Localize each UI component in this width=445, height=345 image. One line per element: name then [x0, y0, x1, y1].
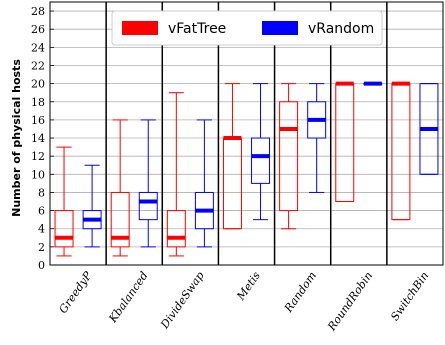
box-vRandom-Kbalanced — [138, 119, 158, 248]
x-tick-label-Random: Random — [281, 269, 319, 315]
legend-label-vFatTree: vFatTree — [168, 21, 226, 37]
x-tick-label-RoundRobin: RoundRobin — [325, 269, 376, 334]
box-iqr — [166, 210, 186, 248]
y-axis-label: Number of physical hosts — [10, 59, 23, 217]
y-tick-label-4: 4 — [38, 223, 45, 236]
legend: vFatTree vRandom — [111, 10, 383, 46]
legend-swatch-vRandom — [262, 21, 298, 35]
y-tick-label-0: 0 — [38, 259, 45, 272]
plot-frame — [49, 1, 444, 266]
box-iqr — [251, 137, 271, 184]
box-iqr — [391, 83, 411, 221]
boxes — [54, 81, 439, 257]
legend-swatch-vFatTree — [122, 21, 158, 35]
box-iqr — [279, 101, 299, 212]
box-vRandom-GreedyP — [82, 164, 102, 248]
y-tick-label-18: 18 — [31, 96, 45, 109]
y-tick-label-10: 10 — [31, 168, 45, 181]
y-tick-label-6: 6 — [38, 205, 45, 218]
box-vRandom-DivideSwap — [194, 119, 214, 248]
y-tick-label-12: 12 — [31, 150, 45, 163]
box-iqr — [335, 83, 355, 203]
x-tick-label-GreedyP: GreedyP — [57, 269, 95, 316]
box-iqr — [54, 210, 74, 248]
y-tick-label-16: 16 — [31, 114, 45, 127]
y-tick-label-20: 20 — [31, 78, 45, 91]
box-iqr — [222, 137, 242, 230]
box-vFatTree-RoundRobin — [335, 81, 355, 203]
box-vRandom-RoundRobin — [363, 81, 383, 86]
grid-lines — [50, 10, 443, 266]
y-tick-label-28: 28 — [31, 5, 45, 18]
y-tick-label-24: 24 — [31, 41, 45, 54]
x-tick-label-Metis: Metis — [234, 269, 263, 303]
x-tick-label-Kbalanced: Kbalanced — [106, 269, 151, 325]
legend-box: vFatTree vRandom — [111, 10, 383, 46]
category-separators — [105, 2, 388, 265]
y-tick-label-14: 14 — [31, 132, 45, 145]
y-tick-label-2: 2 — [38, 241, 45, 254]
box-vFatTree-Random — [279, 83, 299, 230]
y-tick-label-8: 8 — [38, 186, 45, 199]
box-vRandom-Metis — [251, 83, 271, 221]
x-tick-label-SwitchBin: SwitchBin — [388, 269, 431, 323]
box-vFatTree-Kbalanced — [110, 119, 130, 257]
y-tick-label-26: 26 — [31, 23, 45, 36]
legend-frame — [111, 10, 383, 46]
legend-label-vRandom: vRandom — [308, 21, 374, 37]
box-iqr — [138, 191, 158, 221]
box-vFatTree-SwitchBin — [391, 81, 411, 221]
x-tick-label-DivideSwap: DivideSwap — [158, 269, 207, 331]
box-vRandom-SwitchBin — [419, 83, 439, 175]
box-vFatTree-Metis — [222, 83, 242, 230]
y-tick-label-22: 22 — [31, 59, 45, 72]
box-iqr — [110, 191, 130, 248]
box-vFatTree-DivideSwap — [166, 92, 186, 257]
box-vRandom-Random — [307, 83, 327, 193]
box-vFatTree-GreedyP — [54, 146, 74, 257]
